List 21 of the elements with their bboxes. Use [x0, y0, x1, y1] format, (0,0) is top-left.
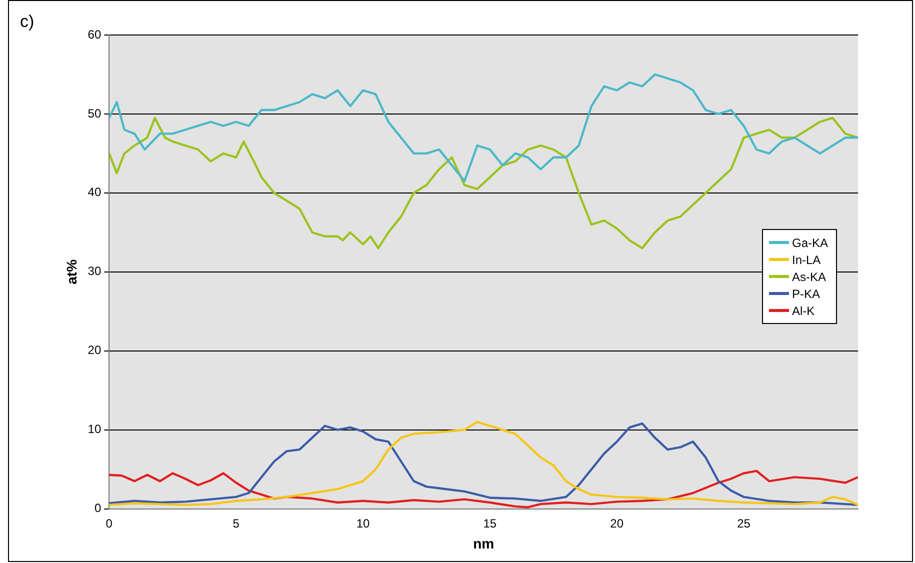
x-tick-label: 5	[232, 516, 240, 530]
x-tick-label: 10	[356, 516, 370, 530]
y-tick-label: 10	[88, 422, 102, 436]
y-tick-label: 20	[88, 343, 102, 358]
y-tick-label: 50	[88, 106, 102, 120]
x-tick-label: 0	[106, 516, 113, 530]
x-tick-label: 25	[737, 516, 751, 530]
x-axis-title: nm	[473, 535, 494, 552]
legend-label: Ga-KA	[792, 236, 828, 250]
x-tick-label: 15	[483, 516, 497, 530]
y-tick-label: 60	[88, 27, 102, 42]
chart-title: c)	[20, 12, 34, 32]
legend-label: As-KA	[792, 270, 826, 284]
y-axis-title: at%	[63, 258, 80, 284]
x-tick-label: 20	[610, 516, 624, 530]
y-tick-label: 40	[88, 185, 102, 200]
legend-label: Al-K	[792, 304, 815, 318]
legend-label: In-LA	[792, 252, 821, 266]
legend-label: P-KA	[792, 286, 820, 300]
y-tick-label: 30	[88, 264, 102, 278]
y-tick-label: 0	[94, 501, 102, 516]
